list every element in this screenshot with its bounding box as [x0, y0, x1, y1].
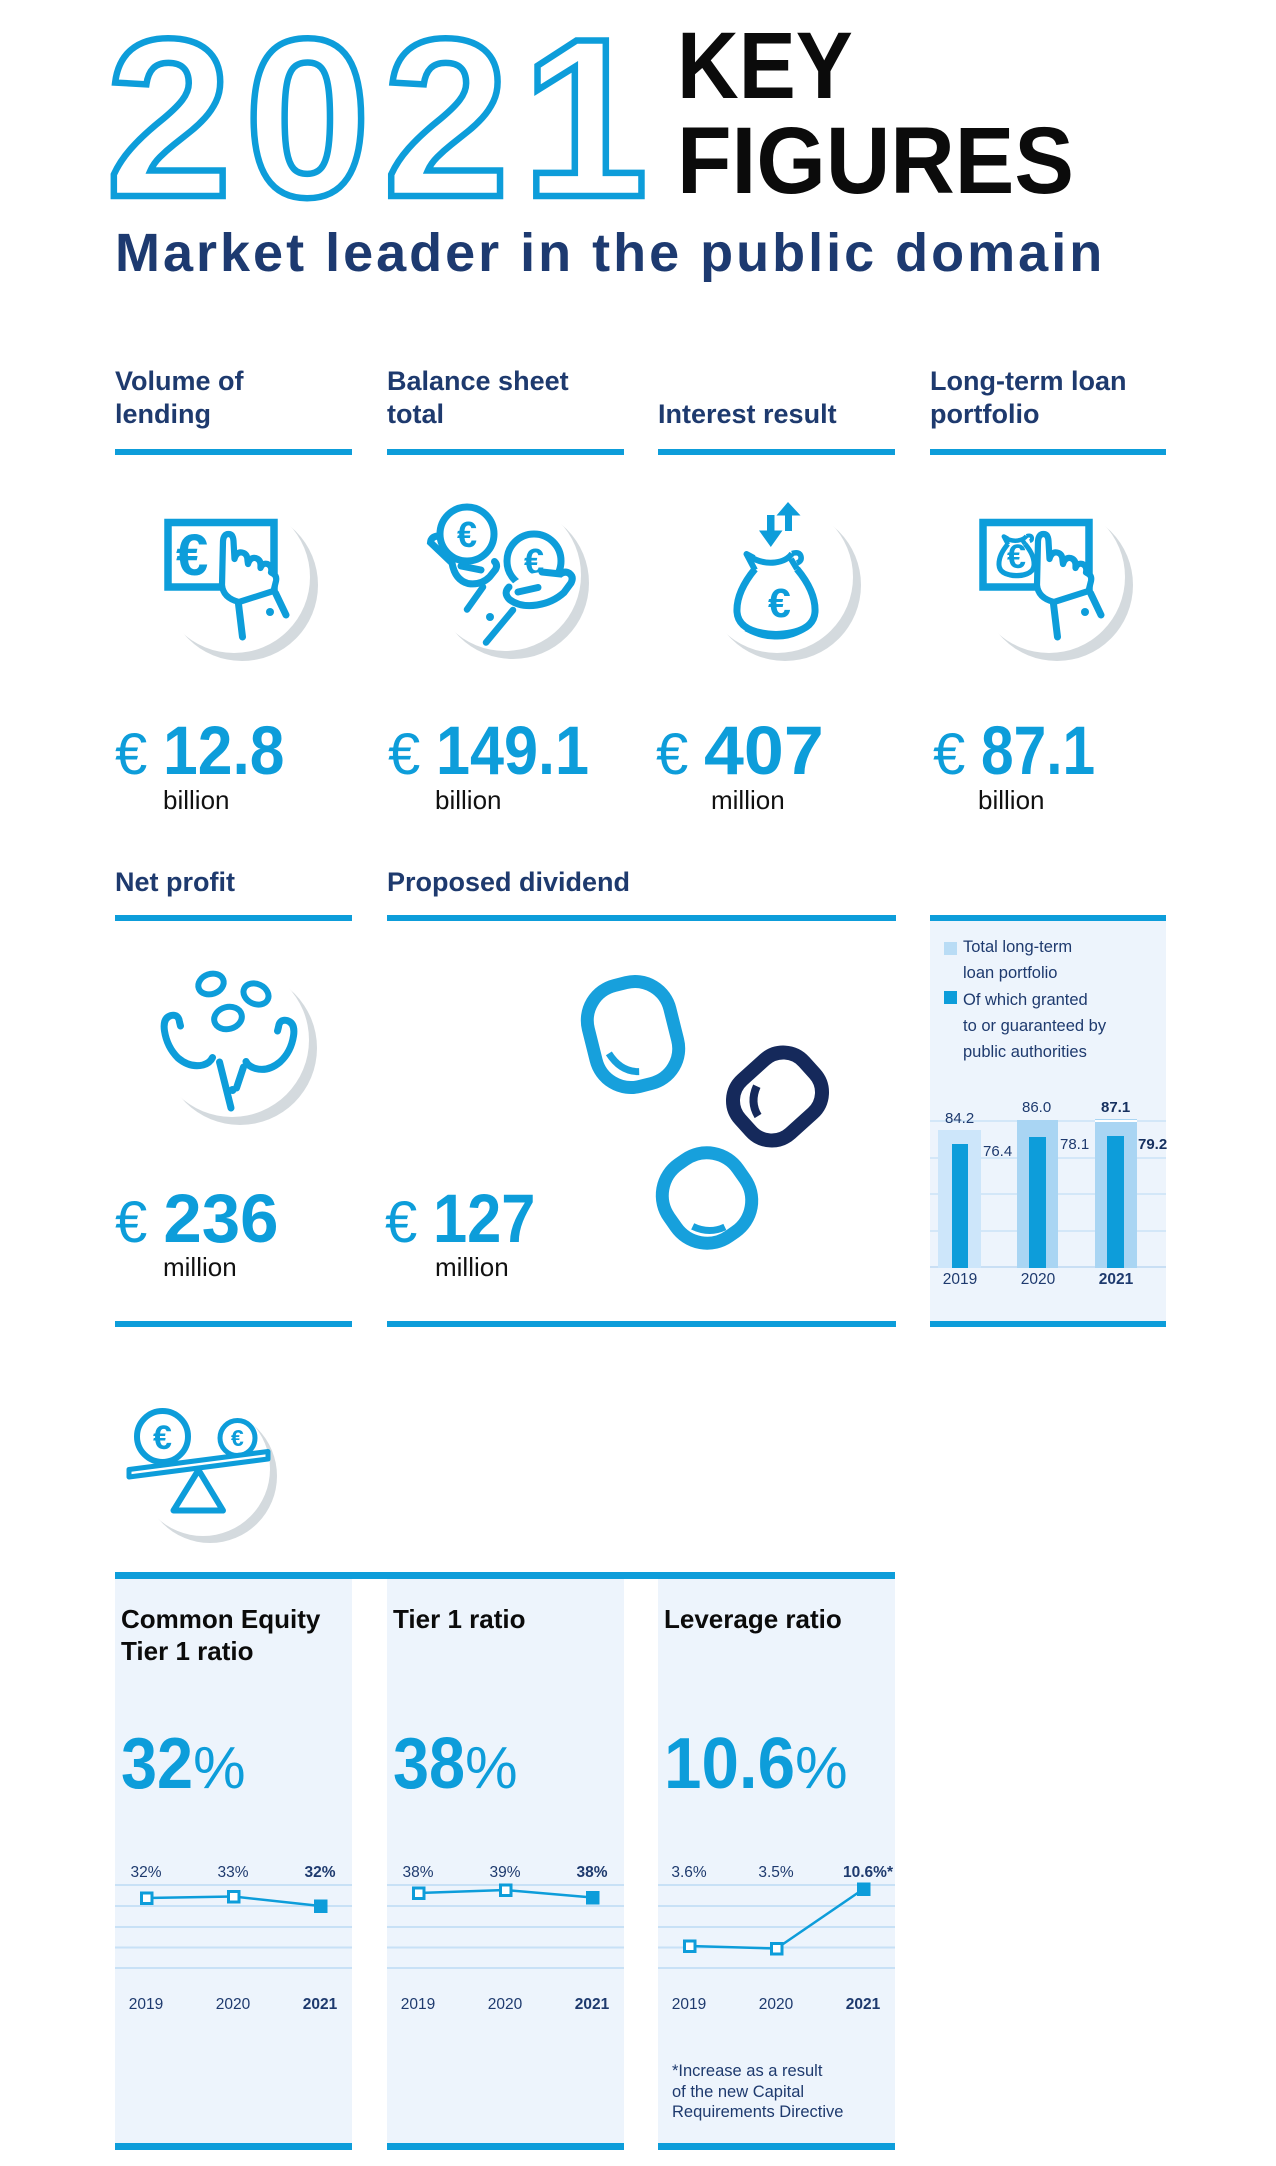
svg-text:€: € — [176, 523, 208, 588]
svg-text:€: € — [1007, 538, 1026, 576]
svg-text:€: € — [768, 580, 791, 626]
svg-text:€: € — [457, 514, 477, 555]
svg-text:€: € — [231, 1425, 244, 1451]
svg-text:€: € — [153, 1419, 172, 1457]
